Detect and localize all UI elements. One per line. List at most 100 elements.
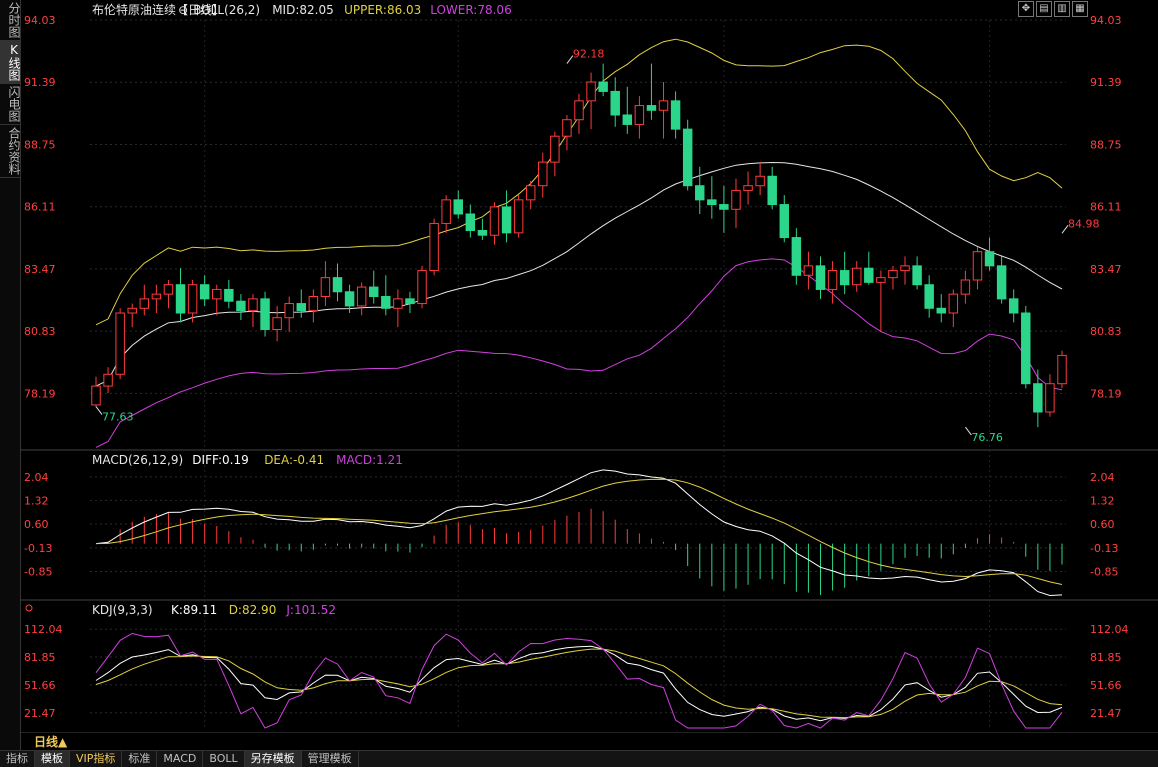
tab-4[interactable]: MACD — [157, 751, 204, 767]
price-ytick-left-5: 80.83 — [24, 325, 56, 338]
price-legend-5: LOWER:78.06 — [430, 3, 512, 17]
candle-body-52 — [719, 204, 729, 210]
tab-1[interactable]: 模板 — [35, 751, 70, 767]
window-controls: ✥ ▤ ▥ ▦ — [1018, 1, 1088, 17]
candle-body-5 — [151, 293, 162, 300]
macd-ytick-right-3: -0.13 — [1090, 542, 1118, 555]
kdj-ytick-left-0: 112.04 — [24, 623, 63, 636]
layout-icon[interactable]: ▦ — [1072, 1, 1088, 17]
candle-body-39 — [562, 119, 572, 137]
boll-lower-line — [95, 258, 1063, 448]
candle-body-17 — [296, 303, 307, 312]
tab-0[interactable]: 指标 — [0, 751, 35, 767]
candle-body-19 — [320, 277, 331, 297]
candle-body-10 — [212, 288, 222, 300]
price-legend-2: BOLL(26,2) — [193, 3, 260, 17]
candle-body-40 — [574, 100, 584, 121]
price-ytick-right-4: 83.47 — [1090, 263, 1122, 276]
macd-ytick-right-1: 1.32 — [1090, 494, 1115, 507]
kdj-legend-2: D:82.90 — [229, 603, 277, 617]
period-arrow-icon: ▲ — [58, 735, 68, 749]
zoom-in-icon[interactable]: ▤ — [1036, 1, 1052, 17]
candle-body-9 — [199, 284, 210, 300]
price-legend-1: ⊖ — [178, 3, 188, 17]
price-ytick-left-3: 86.11 — [24, 201, 56, 214]
candle-body-4 — [139, 298, 150, 309]
macd-legend-0: MACD(26,12,9) — [92, 453, 183, 467]
candle-body-50 — [695, 185, 705, 201]
candle-body-8 — [187, 284, 198, 314]
macd-ytick-right-4: -0.85 — [1090, 565, 1118, 578]
macd-ytick-left-1: 1.32 — [24, 494, 49, 507]
price-legend-4: UPPER:86.03 — [344, 3, 421, 17]
crosshair-icon[interactable]: ✥ — [1018, 1, 1034, 17]
kdj-ytick-right-1: 81.85 — [1090, 651, 1122, 664]
macd-legend-1: DIFF:0.19 — [192, 453, 248, 467]
candle-body-59 — [803, 265, 814, 276]
candle-body-79 — [1045, 383, 1055, 413]
candle-body-62 — [839, 270, 850, 286]
candle-body-49 — [682, 128, 693, 187]
candle-body-71 — [948, 293, 959, 314]
candle-body-65 — [876, 277, 886, 283]
macd-dea-line — [95, 478, 1063, 585]
candle-body-32 — [477, 229, 488, 236]
tab-7[interactable]: 管理模板 — [302, 751, 359, 767]
candle-body-26 — [405, 298, 415, 305]
price-chart[interactable]: 94.03 94.03 91.39 91.39 88.75 88.75 86.11 86.11… — [20, 0, 1158, 733]
candle-body-58 — [791, 237, 802, 276]
price-ytick-left-0: 94.03 — [24, 14, 56, 27]
candle-body-30 — [453, 199, 463, 215]
sidebar-item-3[interactable]: 合约资料 — [0, 125, 21, 178]
candle-body-16 — [284, 303, 294, 319]
candle-body-12 — [236, 300, 246, 312]
boll-mid-line — [95, 161, 1063, 387]
candle-body-35 — [513, 199, 524, 234]
annotation-label-0: 77.63 — [102, 411, 134, 424]
price-ytick-right-5: 80.83 — [1090, 325, 1122, 338]
price-ytick-left-4: 83.47 — [24, 263, 56, 276]
candle-body-64 — [864, 267, 874, 283]
candle-body-33 — [489, 206, 500, 236]
candle-body-20 — [332, 277, 343, 293]
candle-body-47 — [658, 100, 669, 111]
candle-body-29 — [441, 199, 451, 224]
candle-body-51 — [707, 199, 717, 206]
candle-body-27 — [417, 270, 427, 305]
period-selector[interactable]: 日线▲ — [20, 733, 75, 750]
annotation-pointer-1 — [566, 55, 574, 64]
candle-body-28 — [429, 222, 439, 272]
candle-body-70 — [936, 307, 946, 314]
candle-body-36 — [525, 185, 536, 201]
kdj-d-line — [95, 648, 1063, 719]
sidebar-item-2[interactable]: 闪电图 — [0, 84, 21, 125]
macd-ytick-right-2: 0.60 — [1090, 518, 1115, 531]
candle-body-60 — [815, 265, 826, 290]
tab-6[interactable]: 另存模板 — [244, 751, 302, 767]
candle-body-25 — [393, 298, 403, 309]
candle-body-21 — [344, 291, 355, 307]
candle-body-57 — [779, 204, 790, 239]
candle-body-1 — [103, 373, 113, 387]
kdj-ytick-left-2: 51.66 — [24, 679, 56, 692]
candle-body-2 — [115, 312, 125, 375]
sidebar-item-0[interactable]: 分时图 — [0, 0, 21, 41]
annotation-pointer-3 — [1061, 225, 1069, 234]
tab-5[interactable]: BOLL — [203, 751, 245, 767]
macd-ytick-left-4: -0.85 — [24, 565, 52, 578]
candle-body-74 — [984, 251, 995, 267]
tab-2[interactable]: VIP指标 — [70, 751, 123, 767]
price-ytick-right-6: 78.19 — [1090, 387, 1122, 400]
tab-3[interactable]: 标准 — [122, 751, 158, 767]
candle-body-77 — [1021, 312, 1031, 385]
zoom-out-icon[interactable]: ▥ — [1054, 1, 1070, 17]
kdj-j-line — [95, 632, 1063, 729]
sidebar-item-1[interactable]: K线图 — [0, 41, 21, 84]
candle-body-23 — [368, 286, 379, 297]
candle-body-14 — [260, 298, 270, 330]
period-bar: 日线▲ — [20, 733, 1158, 750]
period-label: 日线 — [34, 735, 59, 749]
candle-body-72 — [960, 279, 971, 295]
annotation-pointer-2 — [965, 426, 972, 436]
kdj-ytick-right-0: 112.04 — [1090, 623, 1129, 636]
